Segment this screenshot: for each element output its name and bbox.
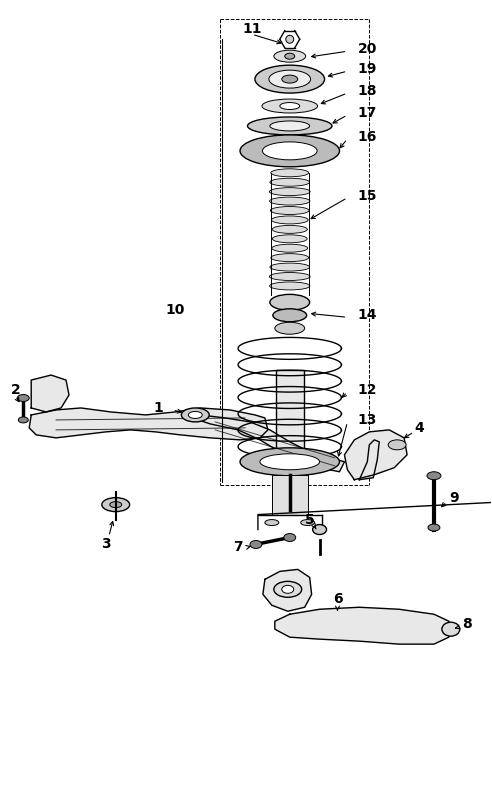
Ellipse shape [285,53,295,59]
Ellipse shape [247,117,332,135]
Text: 17: 17 [358,106,377,120]
Text: 15: 15 [358,188,377,203]
Ellipse shape [270,282,310,290]
Text: 16: 16 [358,130,377,144]
Polygon shape [263,569,311,611]
Ellipse shape [273,235,307,242]
Ellipse shape [102,498,130,512]
Text: 14: 14 [358,308,377,322]
Polygon shape [31,375,69,412]
Ellipse shape [240,448,339,475]
Ellipse shape [270,197,310,205]
Text: 8: 8 [462,617,472,631]
Ellipse shape [272,216,308,224]
Ellipse shape [182,408,209,422]
Ellipse shape [17,394,29,401]
Text: 13: 13 [358,413,377,427]
Text: 10: 10 [166,304,185,317]
Text: 12: 12 [358,383,377,397]
Text: 1: 1 [154,401,163,415]
Ellipse shape [260,454,320,470]
Ellipse shape [250,541,262,549]
Text: 19: 19 [358,62,377,76]
Ellipse shape [240,135,339,167]
Text: 9: 9 [449,491,459,505]
Ellipse shape [110,502,122,508]
Ellipse shape [428,524,440,531]
Ellipse shape [262,142,317,160]
Text: 5: 5 [305,513,314,526]
Text: 20: 20 [358,42,377,56]
Ellipse shape [270,273,310,281]
Ellipse shape [388,440,406,450]
Text: 3: 3 [101,537,111,552]
Ellipse shape [270,263,309,271]
Bar [272,475,308,514]
Ellipse shape [18,417,28,423]
Ellipse shape [273,308,307,322]
Polygon shape [359,440,379,479]
Ellipse shape [271,207,309,215]
Ellipse shape [312,525,327,534]
Ellipse shape [286,35,294,43]
Ellipse shape [272,225,308,234]
Text: 2: 2 [10,383,20,397]
Polygon shape [275,607,449,644]
Text: 18: 18 [358,84,377,98]
Ellipse shape [272,244,308,252]
Ellipse shape [282,585,294,593]
Text: 6: 6 [333,592,342,607]
Ellipse shape [301,520,314,525]
Text: 11: 11 [242,22,262,37]
Ellipse shape [284,533,296,541]
Ellipse shape [271,169,308,176]
Polygon shape [29,408,268,440]
Ellipse shape [188,412,202,418]
Ellipse shape [269,70,310,88]
Ellipse shape [270,188,310,196]
Ellipse shape [280,103,300,110]
Ellipse shape [427,471,441,479]
Text: 4: 4 [414,421,424,435]
Bar [276,370,304,475]
Ellipse shape [262,99,318,113]
Ellipse shape [271,254,308,262]
Ellipse shape [282,76,298,83]
Text: 7: 7 [233,541,243,554]
Ellipse shape [442,622,460,636]
Polygon shape [198,415,344,471]
Ellipse shape [274,581,302,597]
Ellipse shape [274,50,306,62]
Ellipse shape [255,65,325,93]
Ellipse shape [270,178,309,186]
Ellipse shape [270,294,309,310]
Ellipse shape [270,121,309,131]
Ellipse shape [265,520,279,525]
Ellipse shape [275,322,305,334]
Polygon shape [344,430,407,479]
